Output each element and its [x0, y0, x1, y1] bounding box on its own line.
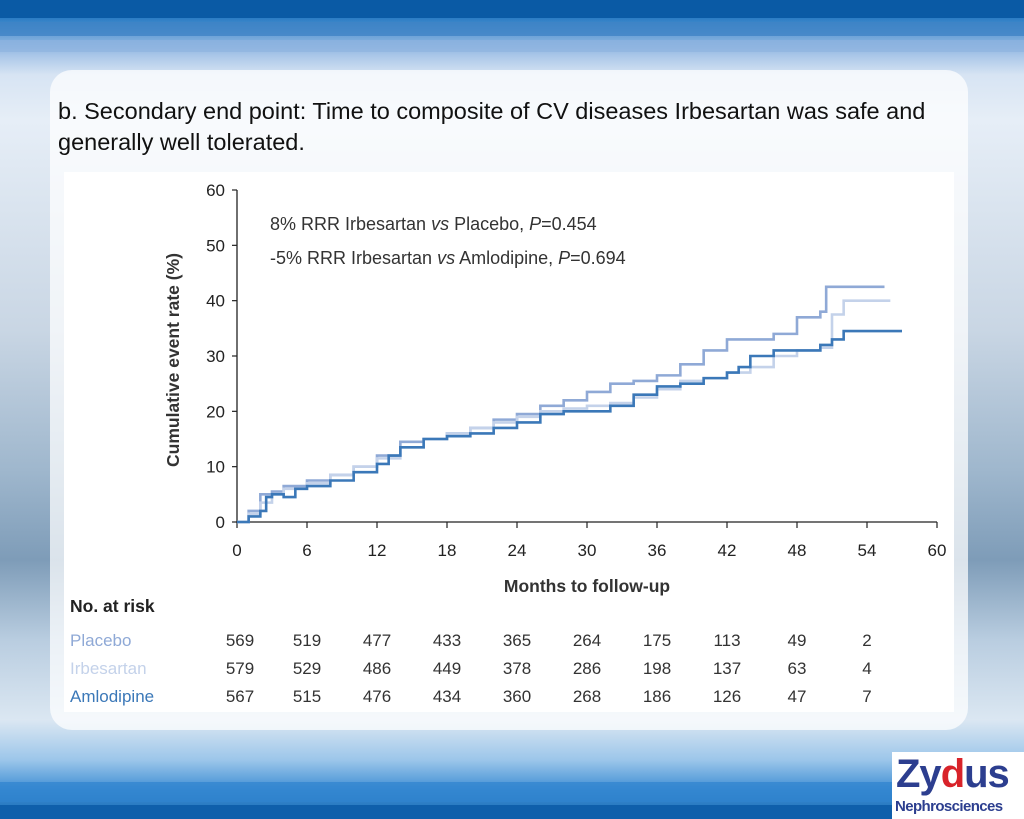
risk-table-value: 268 — [573, 687, 601, 706]
y-tick-label: 30 — [206, 347, 225, 366]
risk-table-value: 186 — [643, 687, 671, 706]
risk-table-value: 486 — [363, 659, 391, 678]
risk-table-value: 378 — [503, 659, 531, 678]
x-axis-label: Months to follow-up — [504, 576, 670, 596]
x-tick-label: 60 — [928, 541, 947, 560]
risk-table-value: 569 — [226, 631, 254, 650]
series-line-amlodipine — [237, 329, 902, 524]
stats-annotation: 8% RRR Irbesartan vs Placebo, P=0.454 — [270, 214, 597, 234]
y-tick-label: 10 — [206, 458, 225, 477]
risk-table-value: 477 — [363, 631, 391, 650]
risk-table-value: 567 — [226, 687, 254, 706]
risk-table-value: 515 — [293, 687, 321, 706]
risk-table-value: 113 — [713, 631, 740, 650]
logo-brand: Zydus — [896, 752, 1010, 797]
risk-table-value: 2 — [862, 631, 871, 650]
x-tick-label: 48 — [788, 541, 807, 560]
company-logo: Zydus Nephrosciences — [892, 752, 1024, 819]
risk-table-value: 360 — [503, 687, 531, 706]
x-tick-label: 0 — [232, 541, 241, 560]
top-stripe-2 — [0, 22, 1024, 36]
top-stripe-3 — [0, 40, 1024, 52]
risk-table-value: 175 — [643, 631, 671, 650]
risk-table-value: 434 — [433, 687, 461, 706]
risk-table-value: 529 — [293, 659, 321, 678]
y-tick-label: 60 — [206, 181, 225, 200]
stats-annotation: -5% RRR Irbesartan vs Amlodipine, P=0.69… — [270, 248, 626, 268]
risk-table-value: 519 — [293, 631, 321, 650]
risk-table-value: 137 — [713, 659, 741, 678]
risk-table-value: 4 — [862, 659, 871, 678]
x-tick-label: 24 — [508, 541, 527, 560]
y-tick-label: 0 — [216, 513, 225, 532]
risk-table-value: 47 — [788, 687, 807, 706]
risk-table-value: 579 — [226, 659, 254, 678]
risk-table-value: 365 — [503, 631, 531, 650]
chart-background — [64, 172, 954, 712]
risk-table-group-amlodipine: Amlodipine — [70, 687, 154, 706]
y-axis-label: Cumulative event rate (%) — [163, 253, 183, 467]
x-tick-label: 12 — [368, 541, 387, 560]
top-stripe-1 — [0, 0, 1024, 18]
x-tick-label: 36 — [648, 541, 667, 560]
risk-table-value: 476 — [363, 687, 391, 706]
risk-table-value: 126 — [713, 687, 741, 706]
y-tick-label: 40 — [206, 292, 225, 311]
series-line-placebo — [237, 285, 885, 524]
risk-table-value: 63 — [788, 659, 807, 678]
y-tick-label: 20 — [206, 402, 225, 421]
logo-subtitle: Nephrosciences — [895, 798, 1003, 815]
risk-table-value: 7 — [862, 687, 871, 706]
risk-table-value: 49 — [788, 631, 807, 650]
risk-table-group-irbesartan: Irbesartan — [70, 659, 147, 678]
logo-brand-post: us — [964, 752, 1010, 796]
logo-brand-pre: Zy — [896, 752, 942, 796]
slide-title: b. Secondary end point: Time to composit… — [58, 98, 926, 155]
x-tick-label: 30 — [578, 541, 597, 560]
risk-table-header: No. at risk — [70, 596, 155, 616]
risk-table-value: 286 — [573, 659, 601, 678]
risk-table-group-placebo: Placebo — [70, 631, 131, 650]
bottom-stripe-1 — [0, 782, 1024, 802]
x-tick-label: 42 — [718, 541, 737, 560]
risk-table-value: 264 — [573, 631, 601, 650]
risk-table-value: 433 — [433, 631, 461, 650]
bottom-stripe-2 — [0, 805, 1024, 819]
risk-table-value: 449 — [433, 659, 461, 678]
risk-table-value: 198 — [643, 659, 671, 678]
logo-brand-mark: d — [940, 752, 965, 796]
x-tick-label: 54 — [858, 541, 877, 560]
y-tick-label: 50 — [206, 236, 225, 255]
x-tick-label: 18 — [438, 541, 457, 560]
x-tick-label: 6 — [302, 541, 311, 560]
